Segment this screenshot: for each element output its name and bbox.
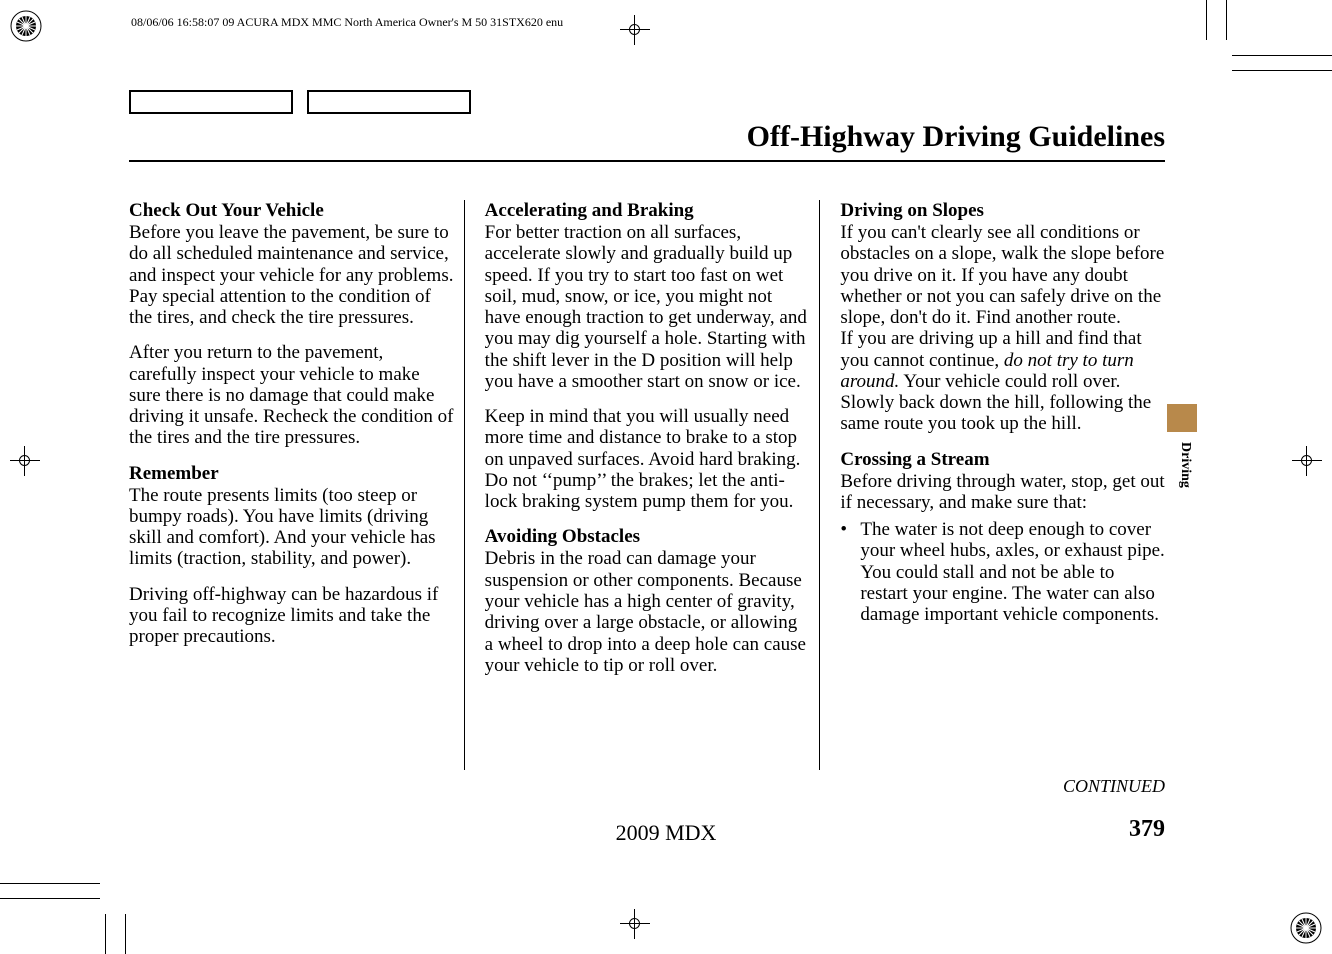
body-paragraph: The route presents limits (too steep or … [129, 485, 454, 570]
section-heading: Check Out Your Vehicle [129, 200, 454, 222]
section-heading: Crossing a Stream [840, 449, 1165, 471]
section-heading: Avoiding Obstacles [485, 526, 810, 548]
page: 08/06/06 16:58:07 09 ACURA MDX MMC North… [0, 0, 1332, 954]
header-metadata: 08/06/06 16:58:07 09 ACURA MDX MMC North… [131, 15, 563, 30]
section-heading: Accelerating and Braking [485, 200, 810, 222]
body-paragraph: Keep in mind that you will usually need … [485, 406, 810, 512]
section-heading: Driving on Slopes [840, 200, 1165, 222]
placeholder-box [129, 90, 293, 114]
body-paragraph: After you return to the pavement, carefu… [129, 342, 454, 448]
crop-mark-icon [1232, 55, 1332, 56]
bullet-list: The water is not deep enough to cover yo… [840, 519, 1165, 625]
crop-mark-icon [125, 914, 126, 954]
crosshair-icon [10, 446, 40, 476]
crosshair-icon [1292, 446, 1322, 476]
body-paragraph: If you can't clearly see all conditions … [840, 222, 1165, 328]
content-columns: Check Out Your Vehicle Before you leave … [129, 200, 1165, 770]
column-1: Check Out Your Vehicle Before you leave … [129, 200, 464, 770]
body-paragraph: Before driving through water, stop, get … [840, 471, 1165, 514]
crop-mark-icon [0, 883, 100, 884]
crosshair-icon [620, 15, 650, 45]
crop-mark-icon [105, 914, 106, 954]
body-paragraph: If you are driving up a hill and find th… [840, 328, 1165, 434]
continued-label: CONTINUED [1063, 776, 1165, 797]
column-2: Accelerating and Braking For better trac… [464, 200, 820, 770]
body-paragraph: Before you leave the pavement, be sure t… [129, 222, 454, 328]
section-tab: Driving [1167, 404, 1197, 514]
page-title: Off-Highway Driving Guidelines [747, 120, 1165, 154]
header-placeholder-boxes [129, 90, 471, 114]
registration-mark-icon [1290, 912, 1322, 944]
body-paragraph: Debris in the road can damage your suspe… [485, 548, 810, 676]
title-rule [129, 160, 1165, 162]
column-3: Driving on Slopes If you can't clearly s… [819, 200, 1165, 770]
body-paragraph: Driving off-highway can be hazardous if … [129, 584, 454, 648]
crop-mark-icon [1232, 70, 1332, 71]
body-paragraph: For better traction on all surfaces, acc… [485, 222, 810, 392]
page-number: 379 [1129, 816, 1165, 843]
crop-mark-icon [0, 898, 100, 899]
crop-mark-icon [1206, 0, 1207, 40]
registration-mark-icon [10, 10, 42, 42]
section-heading: Remember [129, 463, 454, 485]
list-item: The water is not deep enough to cover yo… [840, 519, 1165, 625]
placeholder-box [307, 90, 471, 114]
crop-mark-icon [1226, 0, 1227, 40]
section-tab-label: Driving [1177, 442, 1193, 488]
crosshair-icon [620, 909, 650, 939]
section-tab-color [1167, 404, 1197, 432]
